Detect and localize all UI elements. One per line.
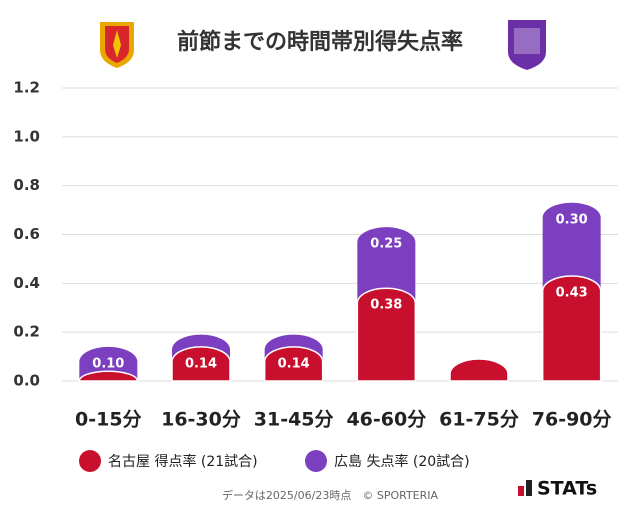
value-label: 0.14 [185,356,217,371]
y-tick-label: 0.0 [13,372,40,390]
y-tick-label: 1.2 [13,79,40,97]
y-tick-label: 0.6 [13,225,40,243]
bar-segment [449,358,509,382]
x-tick-label: 76-90分 [532,409,612,431]
legend-label: 名古屋 得点率 (21試合) [108,453,258,470]
legend-marker [305,450,327,472]
bar-segment [356,287,417,382]
home-logo [100,22,134,68]
legend-label: 広島 失点率 (20試合) [334,453,470,470]
bar-segment [263,346,324,382]
legend-marker [79,450,101,472]
x-tick-label: 0-15分 [75,409,142,431]
bar-segment [78,370,139,382]
y-tick-label: 0.8 [13,176,40,194]
value-label: 0.38 [370,298,402,313]
value-label: 0.30 [556,212,588,227]
bar-segment [171,346,231,382]
away-logo [508,20,546,70]
value-label: 0.43 [556,286,588,301]
brand-logo [518,480,532,496]
value-label: 0.25 [370,237,402,252]
footer: データは2025/06/23時点 © SPORTERIA [222,488,439,502]
y-tick-label: 1.0 [13,127,40,145]
value-label: 0.14 [278,356,310,371]
bar-segment [541,275,602,382]
value-label: 0.10 [92,356,124,371]
x-tick-label: 31-45分 [254,409,334,431]
x-tick-label: 46-60分 [346,409,426,431]
x-tick-label: 16-30分 [161,409,241,431]
brand: STATs [537,478,597,500]
y-tick-label: 0.4 [13,274,40,292]
y-tick-label: 0.2 [13,323,40,341]
chart-title: 前節までの時間帯別得失点率 [177,29,463,55]
x-tick-label: 61-75分 [439,409,519,431]
